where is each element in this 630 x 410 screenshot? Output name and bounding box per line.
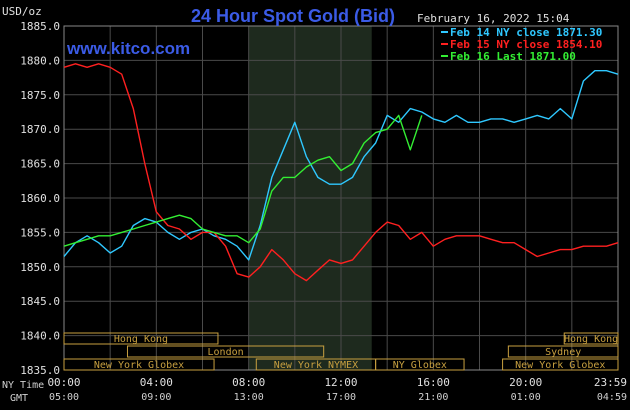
y-tick-label: 1880.0 <box>20 54 60 67</box>
session-bar <box>63 332 219 345</box>
y-tick-label: 1845.0 <box>20 295 60 308</box>
x-tick-label: 08:00 <box>232 376 265 389</box>
session-bar <box>507 345 619 358</box>
session-label: Hong Kong <box>114 334 168 345</box>
legend-entry: Feb 14 NY close 1871.30 <box>450 26 602 39</box>
series-line-2 <box>63 63 619 282</box>
gmt-tick-label: 01:00 <box>511 392 541 403</box>
x-tick-label: 16:00 <box>417 376 450 389</box>
y-tick-label: 1840.0 <box>20 330 60 343</box>
x-tick-label: 12:00 <box>324 376 357 389</box>
y-tick-label: 1885.0 <box>20 20 60 33</box>
gmt-tick-label: 04:59 <box>597 392 627 403</box>
session-label: New York Globex <box>94 360 184 371</box>
y-tick-label: 1875.0 <box>20 89 60 102</box>
session-label: Hong Kong <box>564 334 618 345</box>
y-tick-label: 1870.0 <box>20 123 60 136</box>
gmt-tick-label: 21:00 <box>418 392 448 403</box>
y-tick-label: 1860.0 <box>20 192 60 205</box>
y-tick-label: 1865.0 <box>20 158 60 171</box>
session-label: New York Globex <box>515 360 605 371</box>
plot-area: 1885.0 1880.0 1875.0 1870.0 1865.0 1860.0 1855… <box>20 20 627 403</box>
session-label: London <box>208 347 244 358</box>
session-bar <box>63 358 215 371</box>
y-tick-label: 1850.0 <box>20 261 60 274</box>
y-tick-label: 1835.0 <box>20 364 60 377</box>
session-bar <box>502 358 619 371</box>
x-tick-label: 00:00 <box>47 376 80 389</box>
ny-time-row-label: NY Time <box>2 380 44 391</box>
timestamp: February 16, 2022 15:04 <box>417 12 570 25</box>
series-line-3 <box>63 114 423 247</box>
x-tick-label: 04:00 <box>140 376 173 389</box>
gmt-tick-label: 13:00 <box>234 392 264 403</box>
session-bar <box>375 358 465 371</box>
session-label: Sydney <box>545 347 581 358</box>
gmt-tick-label: 09:00 <box>141 392 171 403</box>
session-bar <box>563 332 619 345</box>
x-tick-label: 20:00 <box>509 376 542 389</box>
legend-entry: Feb 16 Last 1871.00 <box>450 50 576 63</box>
gmt-tick-label: 05:00 <box>49 392 79 403</box>
gmt-tick-label: 17:00 <box>326 392 356 403</box>
gmt-row-label: GMT <box>10 393 28 404</box>
session-label: NY Globex <box>393 360 447 371</box>
y-tick-label: 1855.0 <box>20 226 60 239</box>
session-bar <box>126 345 325 358</box>
y-axis-label: USD/oz <box>2 5 42 18</box>
session-label: New York NYMEX <box>274 360 358 371</box>
legend-entry: Feb 15 NY close 1854.10 <box>450 38 602 51</box>
site-label: www.kitco.com <box>66 39 190 58</box>
x-tick-label: 23:59 <box>594 376 627 389</box>
chart-title: 24 Hour Spot Gold (Bid) <box>191 6 395 26</box>
